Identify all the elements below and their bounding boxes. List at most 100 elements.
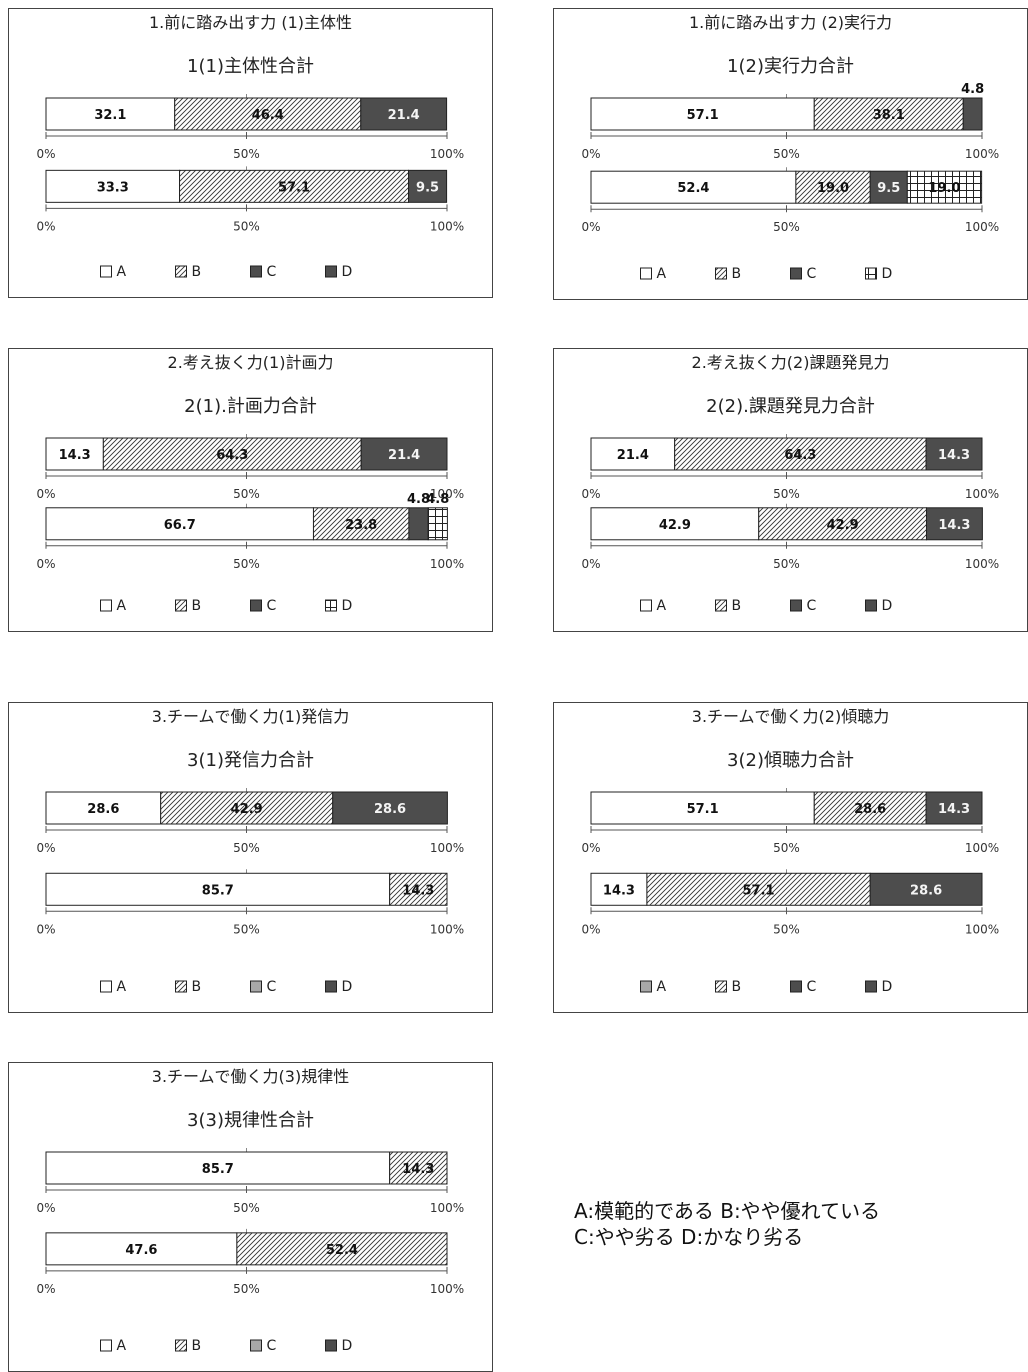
bar-segment-C (408, 169, 448, 203)
tick-label: 50% (233, 1201, 260, 1215)
chart-panel-2-2: 2.考え抜く力(2)課題発見力 2(2).課題発見力合計 21.4 64.3 14.3 0… (553, 348, 1028, 632)
chart-header: 3.チームで働く力(2)傾聴力 (692, 707, 889, 726)
bar-2: 47.6 52.4 0% 50% 100% (36, 1228, 464, 1296)
data-label: 85.7 (202, 883, 234, 898)
legend: A B C D (100, 598, 352, 614)
bar-segment-B (389, 872, 448, 906)
bar-segment-B (813, 791, 927, 825)
legend-swatch (250, 599, 262, 612)
tick-label: 100% (965, 487, 999, 501)
tick-label: 0% (36, 922, 55, 936)
data-label: 57.1 (278, 180, 310, 195)
data-label: 46.4 (252, 108, 284, 123)
bar-2: 66.7 23.8 4.84.8 0% 50% 100% (36, 492, 464, 571)
bar-segment-B (312, 507, 410, 541)
legend-label: D (342, 1338, 353, 1354)
tick-label: 0% (36, 1201, 55, 1215)
legend-label: A (117, 598, 127, 614)
tick-label: 0% (36, 487, 55, 501)
bar-1: 32.1 46.4 21.4 0% 50% 100% (36, 94, 464, 161)
legend: A B C D (640, 266, 892, 282)
data-label: 14.3 (402, 883, 434, 898)
tick-label: 50% (773, 557, 800, 571)
legend-swatch (715, 267, 727, 280)
bar-segment-B (174, 97, 362, 131)
bar-segment-A (590, 791, 815, 825)
legend-swatch (715, 980, 727, 993)
bar-2: 33.3 57.1 9.5 0% 50% 100% (36, 166, 464, 233)
legend-swatch (175, 1339, 187, 1352)
chart-frame (553, 8, 1028, 300)
legend-label: C (267, 979, 277, 995)
data-label: 14.3 (938, 802, 970, 817)
tick-label: 50% (233, 219, 260, 233)
legend-swatch (250, 1339, 262, 1352)
legend-label: B (732, 266, 742, 282)
data-label: 4.8 (426, 492, 449, 507)
bar-1: 57.1 28.6 14.3 0% 50% 100% (581, 788, 999, 855)
bar-segment-A (45, 872, 391, 906)
tick-label: 0% (36, 219, 55, 233)
data-label: 21.4 (617, 448, 649, 463)
data-label: 47.6 (125, 1243, 157, 1258)
data-label: 28.6 (854, 802, 886, 817)
legend: A B C D (640, 979, 893, 995)
data-label: 9.5 (416, 180, 439, 195)
chart-panel-2-1: 2.考え抜く力(1)計画力 2(1).計画力合計 14.3 64.3 21.4 0% 50%… (8, 348, 493, 632)
bar-segment-A (45, 1151, 391, 1185)
data-label: 57.1 (687, 802, 719, 817)
data-label: 23.8 (345, 518, 377, 533)
chart-header: 3.チームで働く力(1)発信力 (152, 707, 349, 726)
chart-panel-1-1: 1.前に踏み出す力 (1)主体性 1(1)主体性合計 32.1 46.4 21.4 0% 5… (8, 8, 493, 298)
legend-swatch (100, 980, 112, 993)
chart-frame (8, 702, 493, 1013)
tick-label: 100% (430, 922, 464, 936)
tick-label: 50% (773, 220, 800, 234)
data-label: 9.5 (877, 181, 900, 196)
legend-note-line-2: C:やや劣る D:かなり劣る (574, 1225, 804, 1249)
legend-swatch (865, 599, 877, 612)
tick-label: 0% (581, 147, 600, 161)
legend-label: D (882, 598, 893, 614)
data-label: 66.7 (164, 518, 196, 533)
tick-label: 100% (965, 922, 999, 936)
tick-label: 0% (36, 147, 55, 161)
bar-2: 85.7 14.3 0% 50% 100% (36, 869, 464, 936)
tick-label: 100% (430, 1282, 464, 1296)
legend-label: B (732, 979, 742, 995)
data-label: 4.8 (407, 492, 430, 507)
legend-swatch (250, 265, 262, 278)
data-label: 64.3 (784, 448, 816, 463)
legend-swatch (100, 1339, 112, 1352)
tick-label: 50% (773, 487, 800, 501)
data-label: 19.0 (928, 181, 960, 196)
legend-swatch (325, 980, 337, 993)
chart-title: 3(1)発信力合計 (187, 750, 314, 771)
chart-panel-1-2: 1.前に踏み出す力 (2)実行力 1(2)実行力合計 57.1 38.1 4.8 0% 50… (553, 8, 1028, 300)
tick-label: 0% (581, 922, 600, 936)
legend-label: B (732, 598, 742, 614)
bar-2: 14.3 57.1 28.6 0% 50% 100% (581, 869, 999, 936)
chart-header: 2.考え抜く力(1)計画力 (168, 353, 334, 372)
chart-header: 1.前に踏み出す力 (2)実行力 (689, 13, 892, 32)
bar-segment-B (813, 97, 964, 131)
data-label: 28.6 (374, 802, 406, 817)
bar-segment-D (427, 507, 448, 541)
chart-title: 3(3)規律性合計 (187, 1110, 314, 1131)
legend: A B C D (100, 264, 352, 280)
tick-label: 0% (36, 1282, 55, 1296)
bar-segment-C (962, 97, 983, 131)
tick-label: 100% (430, 219, 464, 233)
data-label: 52.4 (677, 181, 709, 196)
chart-title: 1(1)主体性合計 (187, 56, 314, 77)
legend-note-line-1: A:模範的である B:やや優れている (574, 1199, 881, 1223)
bar-segment-C (925, 437, 983, 471)
legend-label: C (267, 598, 277, 614)
legend-label: D (882, 979, 893, 995)
legend-swatch (325, 265, 337, 278)
bar-segment-C (869, 170, 908, 204)
chart-header: 1.前に踏み出す力 (1)主体性 (149, 13, 352, 32)
bar-2: 42.9 42.9 14.3 0% 50% 100% (581, 503, 999, 571)
data-label: 52.4 (326, 1243, 358, 1258)
bar-segment-A (45, 97, 176, 131)
